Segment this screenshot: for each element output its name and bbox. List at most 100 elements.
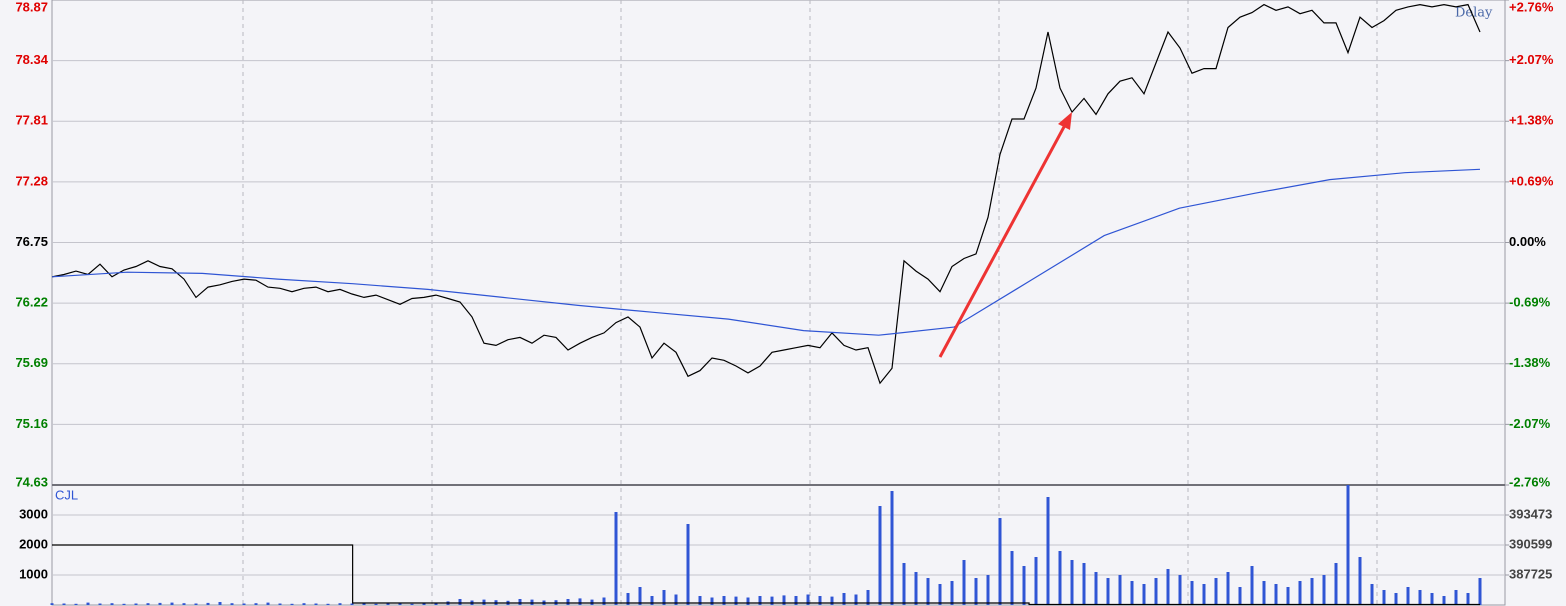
y2-tick-label: -1.38% <box>1509 355 1551 370</box>
volume-bar <box>254 603 258 605</box>
volume-bar <box>1106 578 1110 605</box>
volume-bar <box>626 593 630 605</box>
volume-bar <box>1010 551 1014 605</box>
volume-bar <box>1250 566 1254 605</box>
volume-bar <box>638 587 642 605</box>
volume-bar <box>758 596 762 605</box>
volume-bar <box>1070 560 1074 605</box>
y-tick-label: 77.28 <box>15 173 48 188</box>
volume-bar <box>806 594 810 605</box>
step-line <box>52 544 1480 606</box>
volume-bar <box>734 596 738 605</box>
volume-bar <box>50 603 54 605</box>
volume-bar <box>1406 587 1410 605</box>
y-tick-label: 76.75 <box>15 234 48 249</box>
price-line <box>51 168 1481 336</box>
volume-bar <box>110 603 114 605</box>
volume-bar <box>422 603 426 605</box>
volume-bar <box>170 602 174 605</box>
volume-bar <box>134 603 138 605</box>
y2-tick-label: 390599 <box>1509 536 1552 551</box>
volume-bar <box>242 603 246 605</box>
volume-bar <box>74 603 78 605</box>
volume-bar <box>782 595 786 605</box>
volume-bar <box>326 603 330 605</box>
volume-bar <box>266 602 270 605</box>
volume-bar <box>722 596 726 605</box>
y-tick-label: 77.81 <box>15 113 48 128</box>
volume-bar <box>962 560 966 605</box>
volume-bar <box>398 603 402 605</box>
volume-bar <box>1442 596 1446 605</box>
volume-bar <box>98 603 102 605</box>
volume-bar <box>302 603 306 605</box>
volume-bar <box>1322 575 1326 605</box>
volume-bar <box>122 603 126 605</box>
volume-bar <box>62 603 66 605</box>
volume-bar <box>1370 584 1374 605</box>
volume-bar <box>866 590 870 605</box>
volume-bar <box>206 602 210 605</box>
volume-bar <box>1226 572 1230 605</box>
volume-bar <box>1478 578 1482 605</box>
volume-bar <box>1166 569 1170 605</box>
y2-tick-label: 0.00% <box>1509 234 1546 249</box>
volume-bar <box>1058 551 1062 605</box>
volume-bar <box>1142 584 1146 605</box>
volume-bar <box>1118 575 1122 605</box>
volume-bar <box>998 518 1002 605</box>
price-line <box>51 3 1481 385</box>
volume-bar <box>1358 557 1362 605</box>
volume-bar <box>902 563 906 605</box>
volume-bar <box>1310 578 1314 605</box>
y2-tick-label: -2.76% <box>1509 474 1551 489</box>
volume-bar <box>1430 593 1434 605</box>
volume-bar <box>458 599 462 605</box>
y2-tick-label: -0.69% <box>1509 295 1551 310</box>
y-tick-label: 2000 <box>19 536 48 551</box>
volume-bar <box>986 575 990 605</box>
volume-bar <box>1154 578 1158 605</box>
volume-bar <box>1298 581 1302 605</box>
volume-bar <box>482 599 486 605</box>
volume-bar <box>890 491 894 605</box>
y2-tick-label: 393473 <box>1509 506 1552 521</box>
volume-bar <box>974 578 978 605</box>
volume-bar <box>350 603 354 605</box>
volume-bar <box>950 581 954 605</box>
y-tick-label: 75.16 <box>15 416 48 431</box>
volume-bar <box>182 603 186 605</box>
volume-bar <box>662 590 666 605</box>
y-tick-label: 78.87 <box>15 0 48 14</box>
volume-bar <box>410 603 414 605</box>
volume-bar <box>86 602 90 605</box>
volume-bar <box>1094 572 1098 605</box>
trend-arrow <box>938 124 1067 358</box>
volume-bar <box>1202 584 1206 605</box>
volume-bar <box>1046 497 1050 605</box>
volume-bar <box>530 599 534 605</box>
volume-bar <box>338 603 342 605</box>
plot-frame <box>51 0 1506 606</box>
volume-bar <box>434 602 438 605</box>
volume-bar <box>1382 590 1386 605</box>
volume-bar <box>590 599 594 605</box>
volume-bar <box>1394 593 1398 605</box>
volume-bar <box>602 597 606 605</box>
volume-bar <box>878 506 882 605</box>
volume-bar <box>686 524 690 605</box>
volume-bar <box>614 512 618 605</box>
y2-tick-label: +1.38% <box>1509 113 1554 128</box>
volume-bar <box>746 597 750 605</box>
volume-bar <box>566 599 570 605</box>
volume-bar <box>1262 581 1266 605</box>
volume-bar <box>290 603 294 605</box>
volume-bar <box>218 602 222 605</box>
volume-bar <box>362 603 366 605</box>
volume-bar <box>818 596 822 605</box>
volume-bar <box>1082 563 1086 605</box>
time-grid <box>242 0 1378 605</box>
y-tick-label: 74.63 <box>15 474 48 489</box>
volume-bar <box>374 603 378 605</box>
